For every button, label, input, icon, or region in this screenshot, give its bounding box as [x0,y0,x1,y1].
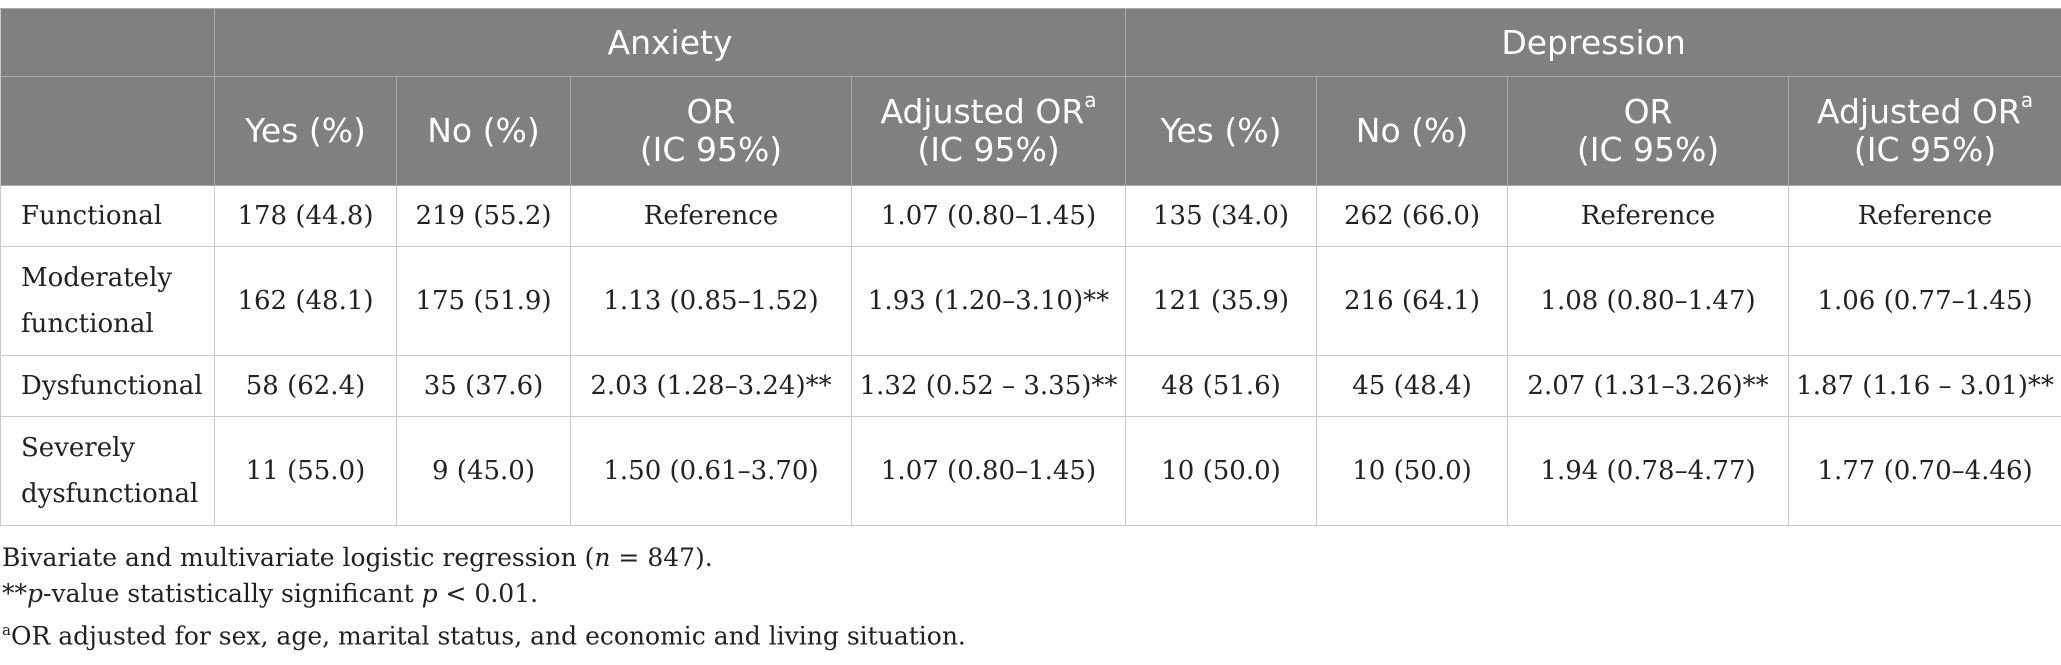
table-cell: 262 (66.0) [1316,185,1509,247]
table-cell: 45 (48.4) [1316,355,1509,417]
column-header: No (%) [396,76,571,186]
table-cell: 219 (55.2) [396,185,571,247]
footnote-significance: **p-value statistically significant p < … [2,579,539,608]
table-cell: Reference [1788,185,2061,247]
table-cell: 58 (62.4) [214,355,397,417]
table-row: Dysfunctional 58 (62.4) 35 (37.6) 2.03 (… [0,355,2061,417]
table-cell: 1.08 (0.80–1.47) [1507,246,1790,356]
table-cell: 178 (44.8) [214,185,397,247]
table-cell: 1.13 (0.85–1.52) [570,246,852,356]
table-cell: 48 (51.6) [1125,355,1318,417]
table-cell: 9 (45.0) [396,416,571,526]
table-row: Functional 178 (44.8) 219 (55.2) Referen… [0,185,2061,247]
footnote-sample-size: Bivariate and multivariate logistic regr… [2,543,713,572]
table-cell: 1.77 (0.70–4.46) [1788,416,2061,526]
table-row: Severely dysfunctional 11 (55.0) 9 (45.0… [0,416,2061,526]
table-cell: 121 (35.9) [1125,246,1318,356]
table-cell: 1.32 (0.52 – 3.35)** [850,355,1127,417]
column-header-row: Yes (%) No (%) OR (IC 95%) Adjusted ORa (I… [0,76,2061,186]
column-header: Yes (%) [214,76,397,186]
table-cell: 10 (50.0) [1125,416,1318,526]
table-cell: 1.07 (0.80–1.45) [850,185,1127,247]
row-label: Moderately functional [0,246,215,356]
table-cell: 2.07 (1.31–3.26)** [1507,355,1790,417]
column-header: Adjusted ORa (IC 95%) [1788,76,2061,186]
column-header: OR (IC 95%) [1507,76,1790,186]
table-cell: 1.93 (1.20–3.10)** [850,246,1127,356]
group-header-depression: Depression [1125,8,2061,77]
column-header: No (%) [1316,76,1509,186]
table-cell: 216 (64.1) [1316,246,1509,356]
group-header-row: Anxiety Depression [0,8,2061,77]
table-cell: 1.07 (0.80–1.45) [850,416,1127,526]
table-cell: Reference [1507,185,1790,247]
table-row: Moderately functional 162 (48.1) 175 (51… [0,246,2061,356]
table-cell: 35 (37.6) [396,355,571,417]
table-cell: 175 (51.9) [396,246,571,356]
table-footnotes: Bivariate and multivariate logistic regr… [0,540,2061,654]
corner-header-2 [0,76,215,186]
column-header: Yes (%) [1125,76,1318,186]
table-cell: 135 (34.0) [1125,185,1318,247]
table-cell: 1.50 (0.61–3.70) [570,416,852,526]
footnote-adjustment: aOR adjusted for sex, age, marital statu… [2,621,966,651]
table-cell: 162 (48.1) [214,246,397,356]
column-header: Adjusted ORa (IC 95%) [850,76,1127,186]
table-cell: 1.94 (0.78–4.77) [1507,416,1790,526]
group-header-anxiety: Anxiety [213,8,1127,77]
table-cell: Reference [570,185,852,247]
table-cell: 11 (55.0) [214,416,397,526]
table-cell: 1.06 (0.77–1.45) [1788,246,2061,356]
row-label: Severely dysfunctional [0,416,215,526]
table-cell: 2.03 (1.28–3.24)** [570,355,852,417]
corner-header [0,8,215,77]
row-label: Dysfunctional [0,355,215,417]
results-table: Anxiety Depression Yes (%) No (%) OR (IC … [0,8,2061,526]
table-cell: 1.87 (1.16 – 3.01)** [1788,355,2061,417]
row-label: Functional [0,185,215,247]
table-cell: 10 (50.0) [1316,416,1509,526]
table-container: Anxiety Depression Yes (%) No (%) OR (IC … [0,8,2061,654]
column-header: OR (IC 95%) [570,76,852,186]
